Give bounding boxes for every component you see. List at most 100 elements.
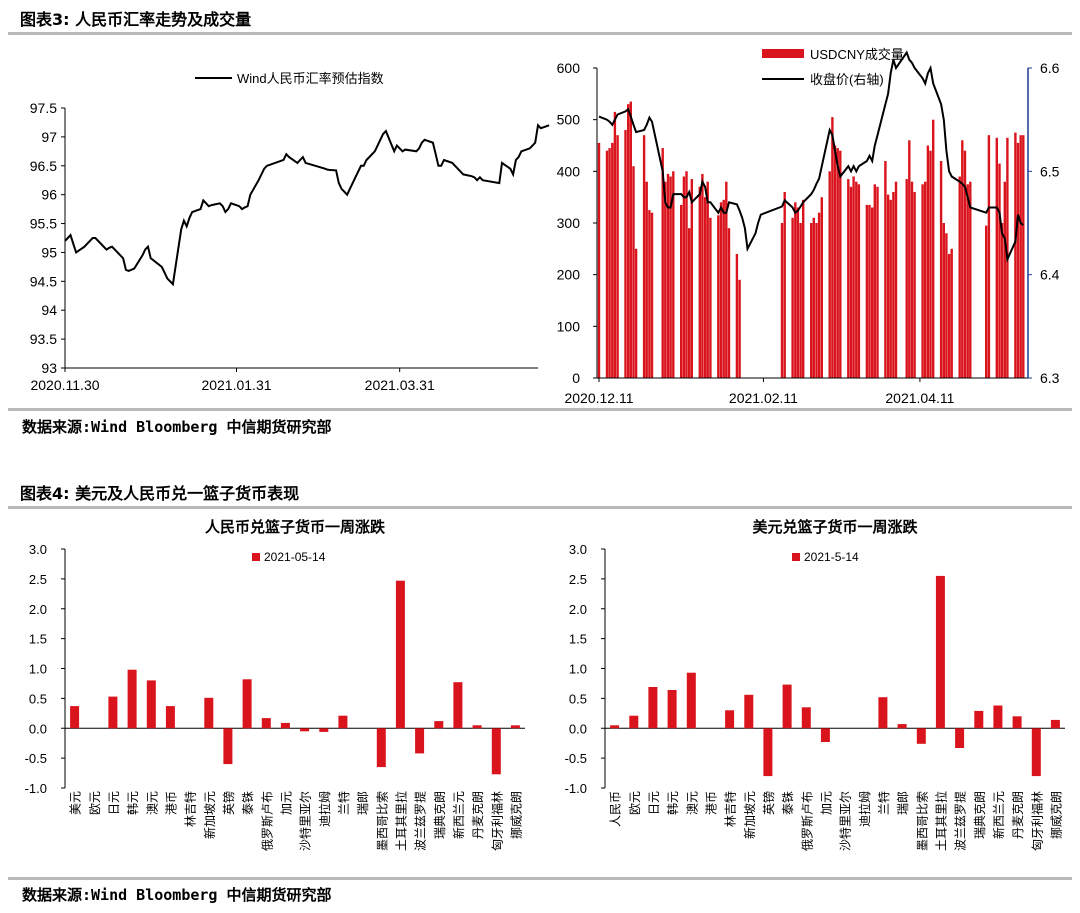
volume-bar bbox=[924, 181, 927, 378]
usd-bar bbox=[725, 710, 735, 729]
usd-y-tick-label: 2.5 bbox=[569, 572, 587, 587]
volume-bar bbox=[669, 176, 672, 378]
x-tick-label: 2021.03.31 bbox=[365, 377, 435, 393]
usd-category-label: 瑞郎 bbox=[896, 791, 910, 815]
volume-bar bbox=[799, 223, 802, 378]
volume-bar bbox=[865, 204, 869, 378]
usd-category-label: 挪威克朗 bbox=[1049, 791, 1063, 839]
cny-bar bbox=[127, 669, 137, 729]
volume-bar bbox=[632, 166, 635, 378]
cny-bar bbox=[70, 706, 80, 729]
volume-bar bbox=[717, 215, 720, 379]
cny-bar bbox=[453, 682, 463, 729]
volume-bar bbox=[738, 279, 741, 378]
y-tick-label: 96 bbox=[41, 187, 57, 203]
volume-bar bbox=[817, 212, 821, 378]
volume-bar bbox=[682, 176, 686, 378]
cny-category-label: 瑞郎 bbox=[356, 791, 370, 815]
cny-chart-title: 人民币兑篮子货币一周涨跌 bbox=[205, 518, 386, 536]
usd-category-label: 加元 bbox=[819, 791, 833, 815]
usd-bar bbox=[1012, 716, 1022, 729]
usd-category-label: 墨西哥比索 bbox=[915, 791, 929, 851]
cny-category-label: 新西兰元 bbox=[451, 791, 466, 839]
cny-y-tick-label: -1.0 bbox=[25, 781, 47, 796]
cny-category-label: 瑞典克朗 bbox=[433, 791, 447, 839]
volume-bar bbox=[892, 192, 895, 378]
volume-bar bbox=[624, 130, 627, 378]
volume-bar bbox=[666, 173, 670, 378]
left-y-tick-label: 200 bbox=[557, 267, 581, 283]
volume-bar bbox=[886, 194, 890, 378]
usd-category-label: 港币 bbox=[704, 791, 718, 815]
left-y-tick-label: 600 bbox=[557, 60, 581, 76]
usd-bar bbox=[955, 728, 965, 748]
volume-bar bbox=[857, 184, 861, 379]
usd-chart-title: 美元兑篮子货币一周涨跌 bbox=[752, 518, 918, 536]
figure4-bottom-rule bbox=[8, 877, 1072, 880]
volume-bar bbox=[650, 212, 654, 378]
usd-bar bbox=[801, 707, 811, 729]
volume-bar bbox=[929, 150, 932, 378]
x-tick-label: 2021.04.11 bbox=[885, 390, 954, 406]
cny-category-label: 波兰兹罗提 bbox=[413, 791, 428, 851]
volume-bar bbox=[672, 171, 675, 378]
cny-bar bbox=[510, 725, 520, 729]
volume-bar bbox=[1022, 135, 1025, 378]
usd-bar bbox=[993, 705, 1003, 729]
volume-bar bbox=[913, 192, 916, 378]
volume-bar bbox=[698, 186, 701, 378]
y-tick-label: 95.5 bbox=[30, 216, 57, 232]
usd-category-label: 新西兰元 bbox=[991, 791, 1006, 839]
left-y-tick-label: 500 bbox=[557, 112, 581, 128]
volume-bar bbox=[629, 101, 632, 378]
volume-bar bbox=[690, 179, 693, 378]
usd-y-tick-label: -0.5 bbox=[565, 751, 587, 766]
usd-y-tick-label: 2.0 bbox=[569, 602, 587, 617]
cny-bar bbox=[395, 580, 405, 729]
figure3-bottom-rule bbox=[8, 408, 1072, 411]
volume-bar bbox=[987, 135, 991, 378]
volume-bar bbox=[873, 184, 876, 379]
usd-bar bbox=[763, 728, 773, 777]
usd-bar bbox=[897, 724, 907, 729]
index-series-line bbox=[64, 123, 550, 287]
cny-y-tick-label: 2.0 bbox=[29, 602, 47, 617]
close-price-line bbox=[598, 50, 1024, 263]
volume-bar bbox=[810, 223, 813, 378]
cny-category-label: 沙特里亚尔 bbox=[298, 791, 313, 851]
cny-category-label: 丹麦克朗 bbox=[471, 791, 485, 839]
volume-bar bbox=[998, 163, 1001, 378]
volume-bar bbox=[791, 217, 794, 378]
volume-bar bbox=[833, 145, 837, 378]
usd-category-label: 波兰兹罗提 bbox=[953, 791, 968, 851]
volume-bar bbox=[597, 142, 601, 378]
cny-category-label: 英镑 bbox=[221, 791, 236, 815]
cny-category-label: 韩元 bbox=[125, 791, 140, 815]
volume-bar bbox=[905, 179, 908, 378]
cny-bar bbox=[472, 725, 482, 729]
volume-bar bbox=[611, 142, 614, 378]
cny-category-label: 迪拉姆 bbox=[317, 791, 332, 827]
figure3-top-rule bbox=[8, 32, 1072, 35]
cny-y-tick-label: 1.5 bbox=[29, 632, 47, 647]
y-tick-label: 97 bbox=[41, 129, 57, 145]
volume-bar bbox=[921, 184, 924, 379]
cny-category-label: 挪威克朗 bbox=[509, 791, 523, 839]
volume-bar bbox=[680, 204, 683, 378]
volume-bar bbox=[613, 111, 617, 379]
cny-bar bbox=[280, 722, 290, 729]
volume-bar bbox=[947, 254, 951, 378]
cny-bar bbox=[108, 696, 118, 729]
volume-bar bbox=[939, 161, 943, 378]
usd-category-label: 泰铢 bbox=[780, 791, 795, 815]
cny-bar bbox=[415, 728, 425, 754]
usd-category-label: 土耳其里拉 bbox=[933, 791, 948, 851]
cny-y-tick-label: 0.0 bbox=[29, 721, 47, 736]
cny-y-tick-label: 2.5 bbox=[29, 572, 47, 587]
volume-bar bbox=[796, 207, 800, 378]
volume-bar bbox=[605, 150, 609, 378]
legend-bar-label: USDCNY成交量 bbox=[810, 47, 904, 62]
cny-category-label: 新加坡元 bbox=[202, 791, 217, 839]
volume-bar bbox=[966, 184, 969, 379]
volume-bar bbox=[910, 181, 914, 378]
